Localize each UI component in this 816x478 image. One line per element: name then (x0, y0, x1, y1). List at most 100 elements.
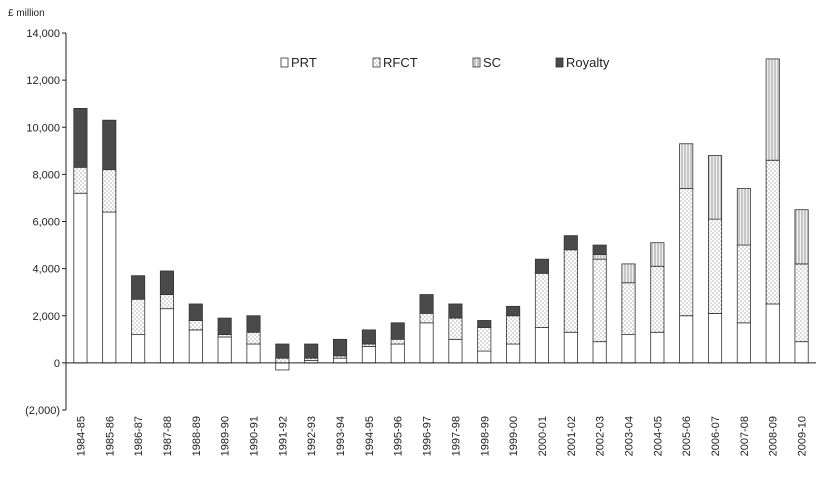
y-axis-unit-label: £ million (8, 8, 45, 19)
bar-segment-royalty-1990-91 (246, 315, 261, 333)
bar-segment-rfct-1990-91 (246, 331, 261, 345)
legend-swatch-sc (472, 57, 481, 68)
bar-segment-royalty-1992-93 (304, 343, 319, 359)
y-tick-label: 6,000 (32, 217, 60, 229)
legend-label-sc: SC (483, 55, 501, 70)
bar-segment-rfct-1996-97 (419, 312, 434, 324)
bar-segment-rfct-1999-00 (506, 315, 521, 345)
y-axis: (2,000) 0 2,000 4,000 6,000 8,000 10,000 12,000… (25, 28, 67, 417)
x-tick-label: 1988-89 (191, 416, 203, 456)
bar-segment-prt-1986-87 (131, 334, 146, 364)
bar-segment-prt-1988-89 (188, 329, 203, 364)
legend-item-prt: PRT (280, 55, 317, 70)
bar-segment-sc-2009-10 (794, 209, 809, 265)
bar-segment-royalty-1986-87 (131, 275, 146, 300)
bar-segment-sc-2004-05 (650, 242, 665, 267)
bar-segment-rfct-2009-10 (794, 263, 809, 343)
bar-segment-prt-2007-08 (736, 322, 751, 364)
bars (73, 58, 809, 371)
bar-segment-rfct-2006-07 (708, 218, 723, 314)
bar-segment-prt-1997-98 (448, 338, 463, 364)
bar-segment-rfct-2002-03 (592, 258, 607, 343)
bar-segment-prt-2009-10 (794, 341, 809, 364)
bar-segment-sc-2002-03 (592, 254, 607, 260)
bar-segment-prt-2004-05 (650, 331, 665, 364)
legend-item-royalty: Royalty (555, 55, 610, 70)
y-axis-ticks: (2,000) 0 2,000 4,000 6,000 8,000 10,000 12,000… (25, 28, 66, 417)
x-tick-label: 1984-85 (75, 416, 87, 456)
bar-segment-royalty-2001-02 (563, 235, 578, 251)
x-tick-label: 2006-07 (710, 416, 722, 456)
bar-segment-sc-2005-06 (679, 143, 694, 189)
bar-segment-prt-2005-06 (679, 315, 694, 364)
bar-segment-rfct-1997-98 (448, 317, 463, 340)
x-tick-label: 2000-01 (537, 416, 549, 456)
bar-segment-prt-1996-97 (419, 322, 434, 364)
bar-segment-prt-1985-86 (102, 211, 117, 364)
legend-item-rfct: RFCT (372, 55, 418, 70)
bar-segment-royalty-1991-92 (275, 343, 290, 359)
x-tick-label: 1985-86 (104, 416, 116, 456)
x-tick-label: 1999-00 (508, 416, 520, 456)
bar-segment-royalty-2000-01 (534, 258, 549, 274)
bar-segment-prt-2001-02 (563, 331, 578, 364)
bar-segment-royalty-1996-97 (419, 294, 434, 314)
bar-segment-prt-1991-92 (275, 362, 290, 371)
bar-segment-prt-1987-88 (159, 308, 174, 364)
bar-segment-sc-2007-08 (736, 188, 751, 246)
y-tick-label: 8,000 (32, 169, 60, 181)
bar-segment-prt-1994-95 (361, 345, 376, 364)
x-axis-tick-labels: 1984-85 1985-86 1986-87 1987-88 1988-89 1989-… (75, 416, 808, 456)
bar-segment-rfct-2005-06 (679, 188, 694, 317)
bar-segment-prt-1993-94 (333, 357, 348, 364)
bar-segment-prt-1990-91 (246, 343, 261, 364)
legend-label-rfct: RFCT (383, 55, 418, 70)
bar-segment-rfct-2004-05 (650, 265, 665, 333)
bar-segment-rfct-1986-87 (131, 298, 146, 336)
y-tick-label: 14,000 (26, 28, 60, 40)
bar-segment-royalty-1987-88 (159, 270, 174, 295)
bar-segment-rfct-1987-88 (159, 294, 174, 310)
bar-segment-rfct-1991-92 (275, 357, 290, 364)
bar-segment-rfct-2001-02 (563, 249, 578, 333)
x-tick-label: 1993-94 (335, 416, 347, 456)
bar-segment-rfct-2003-04 (621, 282, 636, 336)
x-tick-label: 2002-03 (595, 416, 607, 456)
x-tick-label: 1997-98 (450, 416, 462, 456)
bar-segment-royalty-2002-03 (592, 244, 607, 255)
x-tick-label: 1998-99 (479, 416, 491, 456)
x-tick-label: 1994-95 (364, 416, 376, 456)
bar-segment-rfct-2000-01 (534, 272, 549, 328)
legend-item-sc: SC (472, 55, 501, 70)
x-tick-label: 1991-92 (277, 416, 289, 456)
y-tick-label: (2,000) (25, 405, 60, 417)
y-tick-label: 2,000 (32, 311, 60, 323)
bar-segment-prt-1999-00 (506, 343, 521, 364)
bar-segment-royalty-1999-00 (506, 305, 521, 317)
bar-segment-rfct-1985-86 (102, 169, 117, 213)
bar-segment-rfct-1998-99 (477, 327, 492, 352)
legend-swatch-prt (280, 57, 289, 68)
bar-segment-royalty-1989-90 (217, 317, 232, 336)
x-tick-label: 1990-91 (249, 416, 261, 456)
legend-label-royalty: Royalty (566, 55, 610, 70)
bar-segment-royalty-1998-99 (477, 320, 492, 328)
bar-segment-sc-2008-09 (765, 58, 780, 161)
x-tick-label: 2005-06 (681, 416, 693, 456)
bar-segment-rfct-1984-85 (73, 166, 88, 194)
bar-segment-prt-2000-01 (534, 327, 549, 364)
x-tick-label: 1989-90 (220, 416, 232, 456)
x-tick-label: 2009-10 (797, 416, 809, 456)
x-tick-label: 1995-96 (393, 416, 405, 456)
bar-segment-royalty-1984-85 (73, 108, 88, 168)
legend-swatch-rfct (372, 57, 381, 68)
x-tick-label: 2007-08 (739, 416, 751, 456)
x-tick-label: 2008-09 (768, 416, 780, 456)
bar-segment-prt-2006-07 (708, 312, 723, 364)
bar-segment-royalty-1985-86 (102, 119, 117, 171)
bar-segment-rfct-1988-89 (188, 320, 203, 331)
x-tick-label: 2003-04 (624, 416, 636, 456)
x-tick-label: 2004-05 (652, 416, 664, 456)
bar-segment-sc-2006-07 (708, 155, 723, 220)
